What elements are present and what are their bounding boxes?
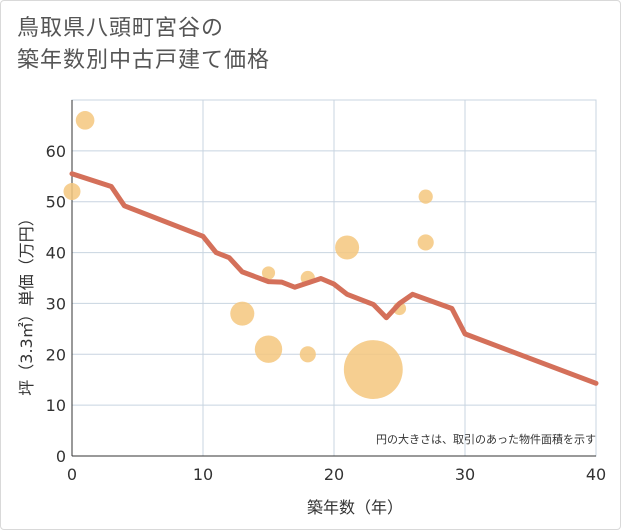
x-tick-label: 40: [586, 465, 606, 484]
x-tick-label: 30: [455, 465, 475, 484]
bubble-point: [343, 340, 403, 399]
bubble-point: [254, 335, 283, 363]
bubble-point: [299, 346, 316, 363]
bubble-point: [230, 301, 255, 326]
tick-labels: 0 10 20 30 40 50 60 0 10 20 30 40: [46, 142, 607, 484]
x-tick-label: 10: [193, 465, 213, 484]
bubble-size-note: 円の大きさは、取引のあった物件面積を示す: [376, 432, 596, 446]
y-tick-label: 20: [46, 345, 66, 364]
bubble-series: [63, 111, 434, 399]
bubble-point: [75, 111, 95, 130]
y-tick-label: 60: [46, 142, 66, 161]
bubble-point: [261, 266, 276, 280]
chart-title-line-1: 鳥取県八頭町宮谷の: [17, 16, 225, 41]
y-tick-label: 10: [46, 396, 66, 415]
x-tick-label: 0: [67, 465, 77, 484]
y-tick-label: 30: [46, 294, 66, 313]
y-axis-title: 坪（3.3㎡）単価（万円）: [17, 210, 36, 395]
y-tick-label: 40: [46, 244, 66, 263]
bubble-point: [417, 234, 434, 251]
x-axis-title: 築年数（年）: [307, 498, 403, 517]
chart-title: 鳥取県八頭町宮谷の 築年数別中古戸建て価格: [17, 13, 270, 77]
trend-line-series: [69, 171, 599, 386]
bubble-point: [63, 183, 81, 201]
y-tick-label: 50: [46, 193, 66, 212]
bubble-point: [335, 235, 360, 260]
chart-title-line-2: 築年数別中古戸建て価格: [17, 48, 271, 73]
y-tick-label: 0: [56, 447, 66, 466]
x-tick-label: 20: [324, 465, 344, 484]
trend-line: [69, 171, 599, 386]
grid-lines: [71, 99, 597, 457]
bubble-point: [418, 189, 433, 204]
